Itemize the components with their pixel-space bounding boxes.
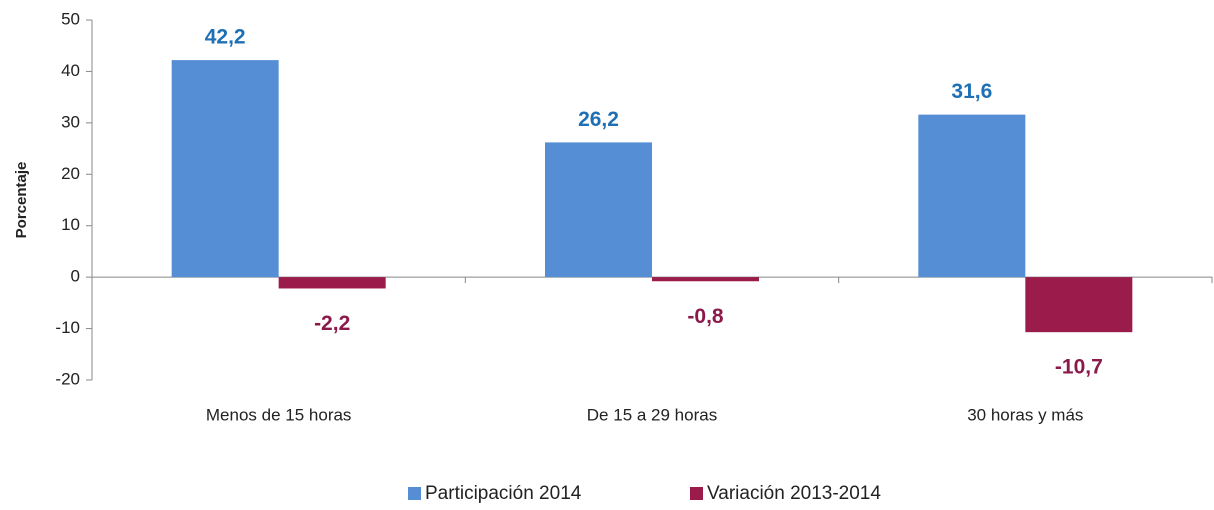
x-tick-label: Menos de 15 horas: [206, 405, 352, 424]
value-label: -2,2: [314, 312, 350, 335]
legend-swatch: [690, 487, 703, 500]
x-tick-label: De 15 a 29 horas: [587, 405, 717, 424]
y-tick-label: 0: [71, 267, 80, 286]
y-tick-label: 40: [61, 61, 80, 80]
y-tick-label: -10: [55, 318, 80, 337]
bar: [545, 142, 652, 278]
value-label: 42,2: [205, 26, 246, 49]
legend-label: Participación 2014: [425, 483, 582, 504]
bar: [1025, 277, 1133, 333]
x-tick-label: 30 horas y más: [967, 405, 1083, 424]
value-label: -0,8: [687, 305, 724, 328]
legend-label: Variación 2013-2014: [707, 483, 881, 504]
y-tick-label: -20: [55, 369, 80, 388]
bar: [171, 60, 279, 278]
bar: [278, 277, 386, 289]
bar: [652, 277, 759, 282]
value-label: 31,6: [951, 80, 992, 103]
y-axis-label: Porcentaje: [13, 162, 30, 239]
bar: [918, 114, 1026, 278]
value-label: 26,2: [578, 108, 619, 131]
y-tick-label: 20: [61, 164, 80, 183]
y-tick-label: 30: [61, 112, 80, 131]
legend-swatch: [408, 487, 421, 500]
value-label: -10,7: [1055, 356, 1103, 379]
y-tick-label: 50: [61, 9, 80, 28]
y-tick-label: 10: [61, 215, 80, 234]
